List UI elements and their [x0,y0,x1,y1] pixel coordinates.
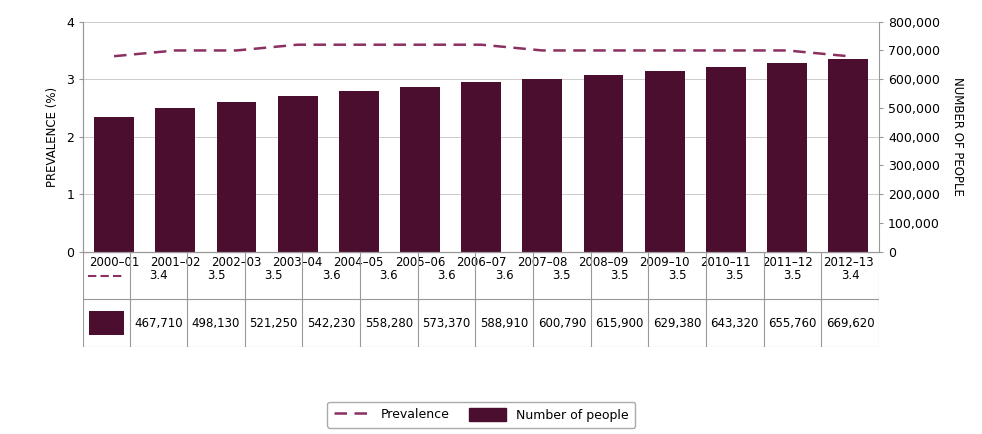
Text: 3.6: 3.6 [495,269,514,282]
Text: FISCAL YEAR: FISCAL YEAR [437,416,525,430]
Text: 3.5: 3.5 [207,269,225,282]
Legend: Prevalence, Number of people: Prevalence, Number of people [327,401,635,428]
Bar [339,91,379,252]
Bar [522,79,563,252]
Bar [94,117,134,252]
Y-axis label: PREVALENCE (%): PREVALENCE (%) [46,87,60,187]
Bar [767,63,807,252]
Text: 3.4: 3.4 [149,269,168,282]
Text: 498,130: 498,130 [191,317,241,330]
Text: 3.5: 3.5 [610,269,628,282]
Bar [706,67,745,252]
Text: 3.6: 3.6 [322,269,341,282]
Text: 3.5: 3.5 [668,269,686,282]
Text: 588,910: 588,910 [480,317,528,330]
Text: 573,370: 573,370 [422,317,470,330]
Text: 655,760: 655,760 [768,317,817,330]
Bar [217,102,256,252]
Bar [278,96,317,252]
Text: 629,380: 629,380 [653,317,701,330]
Text: 3.5: 3.5 [264,269,283,282]
Text: 600,790: 600,790 [538,317,586,330]
Y-axis label: NUMBER OF PEOPLE: NUMBER OF PEOPLE [951,77,964,196]
Bar [89,312,124,335]
Bar [645,71,684,252]
Bar [400,87,440,252]
Bar [462,82,501,252]
Text: 3.6: 3.6 [380,269,399,282]
Text: 3.5: 3.5 [726,269,744,282]
Text: 615,900: 615,900 [595,317,644,330]
Text: 3.5: 3.5 [553,269,572,282]
Bar [155,108,195,252]
Text: 542,230: 542,230 [307,317,355,330]
Text: 521,250: 521,250 [249,317,298,330]
Bar [583,75,624,252]
Text: 467,710: 467,710 [135,317,183,330]
Bar [829,59,868,252]
Text: 3.6: 3.6 [437,269,456,282]
Text: 3.4: 3.4 [841,269,859,282]
Text: 669,620: 669,620 [826,317,874,330]
Text: 558,280: 558,280 [365,317,413,330]
Text: 3.5: 3.5 [784,269,801,282]
Text: 643,320: 643,320 [711,317,759,330]
